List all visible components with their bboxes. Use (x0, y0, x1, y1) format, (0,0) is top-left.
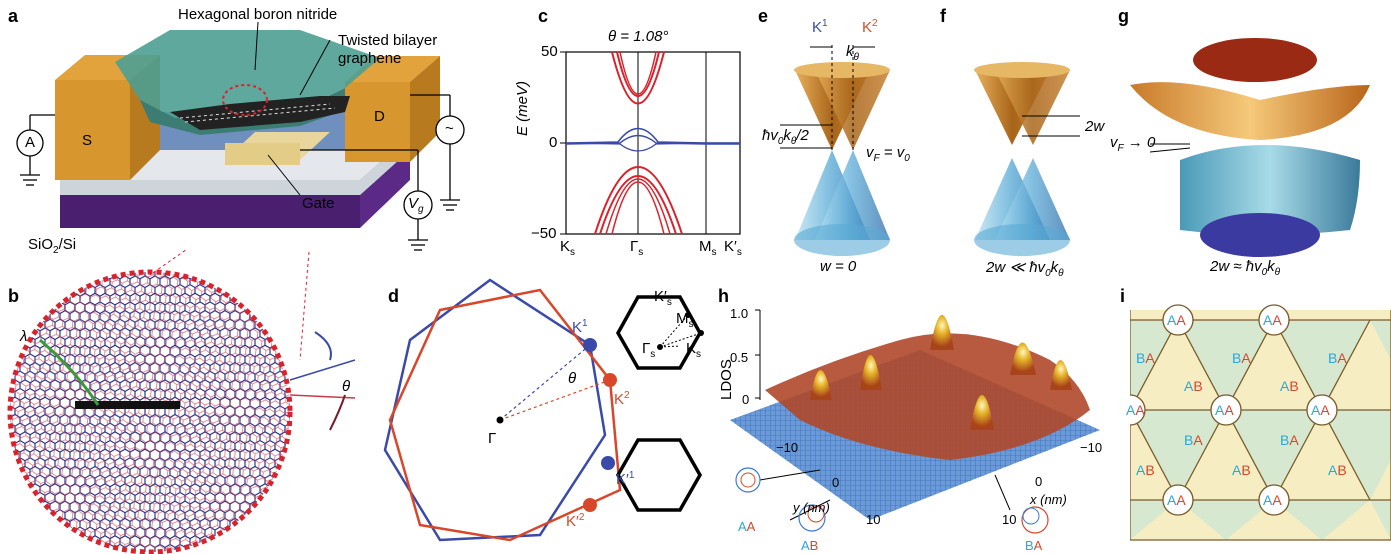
substrate-label: SiO2/Si (28, 236, 77, 256)
i-ab-5: AB (1328, 462, 1347, 478)
xtick-Ms: Ms (699, 238, 717, 258)
x-tick-neg10: −10 (1080, 440, 1103, 455)
brillouin-zone-diagram (383, 278, 704, 542)
y-tick-neg10: −10 (776, 440, 799, 455)
ba-stacking-icon (1021, 506, 1049, 534)
i-ba-2: BA (1232, 350, 1251, 366)
band-structure-plot (560, 51, 741, 235)
ab-stacking-icon (798, 504, 826, 532)
i-aa-7: AA (1263, 492, 1282, 508)
gate-label: Gate (302, 195, 335, 212)
ytick-minus50: −50 (531, 225, 557, 242)
f-caption: 2w ≪ ħv0kθ (986, 259, 1064, 279)
aa-stacking-icon (735, 467, 761, 493)
flat-band-surfaces (1130, 38, 1370, 257)
i-ab-1: AB (1184, 378, 1203, 394)
panel-b-letter: b (8, 286, 19, 306)
e-K2-label: K2 (862, 18, 878, 36)
ldos-label: LDOS (718, 359, 735, 400)
ztick-05: 0.5 (730, 350, 749, 365)
x-axis-label: x (nm) (1030, 492, 1067, 507)
gate-voltage-label: Vg (408, 195, 424, 215)
tbg-label-1: Twisted bilayer (338, 32, 438, 49)
e-vf-label: vF = v0 (866, 144, 910, 164)
gate-voltage-icon (403, 190, 433, 220)
drain-label: D (374, 108, 385, 125)
xtick-Kps: K′s (724, 238, 742, 258)
dirac-cones-w0 (780, 45, 890, 256)
xtick-Gamma-s: Γs (630, 238, 644, 258)
f-gap-label: 2w (1085, 118, 1105, 135)
tbg-label-2: graphene (338, 50, 402, 67)
ac-source-icon (435, 115, 465, 145)
theta-label-d: θ (568, 370, 577, 387)
i-ba-1: BA (1136, 350, 1155, 366)
ldos-surface-plot (730, 309, 1100, 534)
panel-f-letter: f (940, 6, 946, 26)
Kps-label: K′s (654, 288, 672, 308)
source-label: S (82, 132, 93, 149)
i-ab-4: AB (1232, 462, 1251, 478)
ab-label: AB (801, 538, 819, 553)
dirac-cones-gapped (974, 62, 1080, 256)
ytick-50: 50 (541, 43, 558, 60)
panel-d-letter: d (388, 286, 399, 306)
Kp1-label: K′1 (616, 470, 635, 488)
i-aa-6: AA (1167, 492, 1186, 508)
i-aa-1: AA (1167, 312, 1186, 328)
y-axis-label: y (nm) (793, 500, 830, 515)
panel-a-letter: a (8, 6, 19, 26)
i-aa-5: AA (1311, 402, 1330, 418)
y-tick-0: 0 (832, 475, 840, 490)
band-ylabel: E (meV) (514, 80, 531, 136)
panel-g-letter: g (1118, 6, 1129, 26)
g-vf-label: vF → 0 (1110, 134, 1156, 154)
ztick-1: 1.0 (730, 306, 749, 321)
hbn-label: Hexagonal boron nitride (178, 6, 338, 23)
panel-e-letter: e (758, 6, 769, 26)
xtick-Ks: Ks (560, 238, 576, 258)
i-aa-4: AA (1215, 402, 1234, 418)
Ms-label: Ms (676, 310, 694, 330)
K1-label: K1 (572, 318, 588, 336)
i-aa-3: AA (1126, 402, 1145, 418)
i-ab-2: AB (1280, 378, 1299, 394)
g-caption: 2w ≈ ħv0kθ (1210, 258, 1281, 278)
ktheta-label: kθ (846, 43, 859, 63)
ytick-0: 0 (549, 134, 558, 151)
stacking-domain-map (1130, 304, 1391, 541)
ac-source-label: ~ (445, 120, 454, 137)
panel-c-letter: c (538, 6, 549, 26)
x-tick-10: 10 (1002, 512, 1017, 527)
i-ab-3: AB (1136, 462, 1155, 478)
ztick-0: 0 (742, 392, 750, 407)
gamma-s-label: Γs (642, 340, 656, 360)
i-aa-2: AA (1263, 312, 1282, 328)
theta-label-b: θ (342, 378, 351, 395)
ammeter-icon (16, 129, 44, 157)
e-caption: w = 0 (820, 258, 857, 275)
device-schematic (16, 21, 465, 251)
i-ba-4: BA (1184, 432, 1203, 448)
x-tick-0: 0 (1035, 474, 1043, 489)
Kp2-label: K′2 (566, 512, 585, 530)
ammeter-label: A (25, 134, 36, 151)
lambda-label: λ (20, 328, 28, 345)
gamma-label: Γ (488, 430, 497, 447)
panel-i-letter: i (1120, 286, 1126, 306)
K2-label: K2 (614, 390, 630, 408)
Ks-label: Ks (686, 340, 702, 360)
half-gap-label: ħv0kθ/2 (762, 127, 809, 147)
e-K1-label: K1 (812, 18, 828, 36)
i-ba-5: BA (1280, 432, 1299, 448)
panel-h-letter: h (718, 286, 729, 306)
aa-label: AA (738, 519, 756, 534)
moire-pattern (7, 250, 356, 554)
ba-label: BA (1025, 538, 1043, 553)
band-plot-title: θ = 1.08° (608, 28, 669, 45)
y-tick-10: 10 (866, 512, 881, 527)
i-ba-3: BA (1328, 350, 1347, 366)
